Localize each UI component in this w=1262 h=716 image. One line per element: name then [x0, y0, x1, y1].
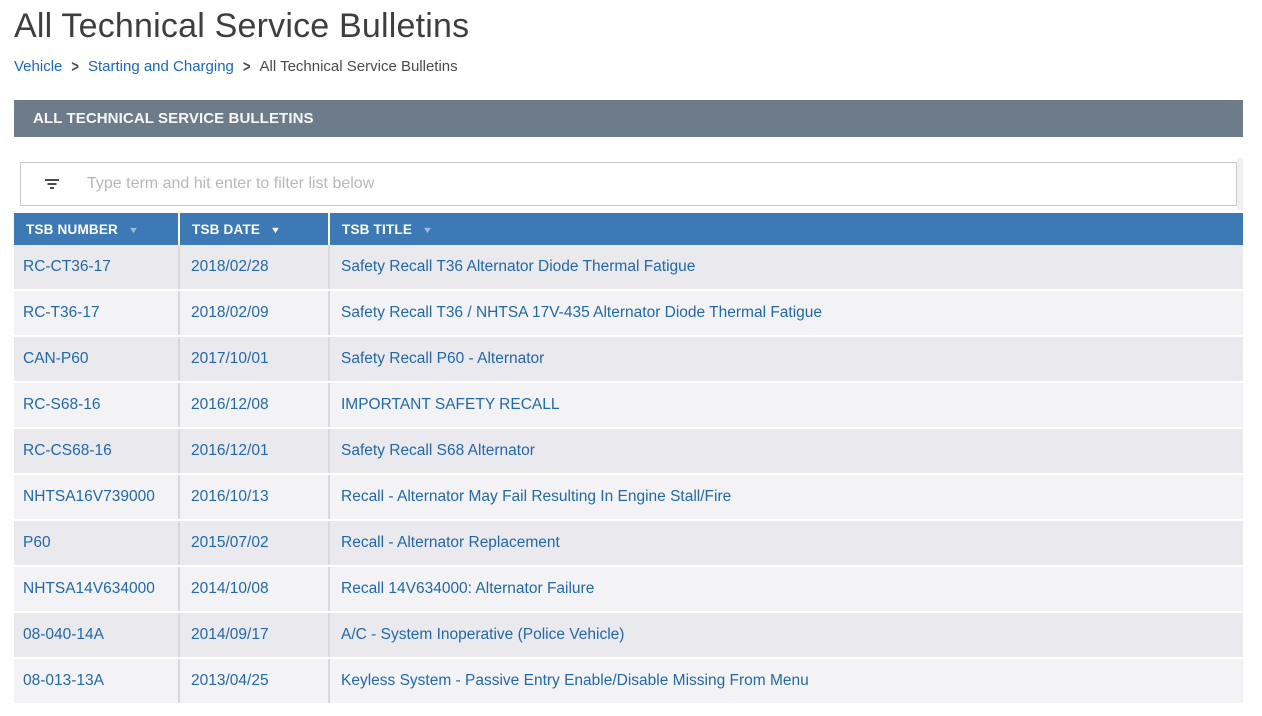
- column-label: TSB TITLE: [342, 221, 413, 237]
- filter-box: [20, 162, 1237, 206]
- tsb-title-link-cell: Safety Recall P60 - Alternator: [330, 337, 1243, 381]
- tsb-title-link[interactable]: Recall 14V634000: Alternator Failure: [341, 580, 595, 597]
- tsb-title-link[interactable]: Safety Recall T36 / NHTSA 17V-435 Altern…: [341, 304, 823, 321]
- chevron-right-icon: >: [242, 57, 251, 76]
- tsb-title-link[interactable]: Safety Recall T36 Alternator Diode Therm…: [341, 258, 696, 275]
- tsb-date: 2014/10/08: [191, 580, 269, 597]
- tsb-number-link[interactable]: CAN-P60: [23, 350, 89, 367]
- tsb-date-cell: 2014/09/17: [180, 613, 330, 657]
- table-row[interactable]: CAN-P60 2017/10/01 Safety Recall P60 - Alt…: [14, 337, 1243, 383]
- tsb-title-link-cell: Recall - Alternator May Fail Resulting I…: [330, 475, 1243, 519]
- tsb-title-link-cell: Safety Recall T36 Alternator Diode Therm…: [330, 245, 1243, 289]
- chevron-right-icon: >: [71, 57, 79, 76]
- tsb-number-link-cell: 08-040-14A: [14, 613, 180, 657]
- tsb-number-link[interactable]: NHTSA16V739000: [23, 488, 155, 505]
- tsb-title-link-cell: Keyless System - Passive Entry Enable/Di…: [330, 659, 1243, 703]
- sort-caret-icon: ▼: [127, 225, 140, 235]
- tsb-number-link-cell: NHTSA16V739000: [14, 475, 180, 519]
- tsb-number-link-cell: RC-S68-16: [14, 383, 180, 427]
- table-row[interactable]: NHTSA16V739000 2016/10/13 Recall - Alterna…: [14, 475, 1243, 521]
- breadcrumb-link-starting-and-charging[interactable]: Starting and Charging: [87, 58, 234, 75]
- tsb-date-cell: 2013/04/25: [180, 659, 330, 703]
- tsb-number-link-cell: RC-CS68-16: [14, 429, 180, 473]
- column-header-tsb-number[interactable]: TSB NUMBER ▼: [14, 213, 180, 245]
- tsb-date-cell: 2014/10/08: [180, 567, 330, 611]
- section-header-title: ALL TECHNICAL SERVICE BULLETINS: [33, 110, 314, 127]
- tsb-title-link-cell: A/C - System Inoperative (Police Vehicle…: [330, 613, 1243, 657]
- page-content: All Technical Service Bulletins Vehicle …: [14, 0, 1243, 705]
- tsb-number-link-cell: RC-T36-17: [14, 291, 180, 335]
- table-row[interactable]: P60 2015/07/02 Recall - Alternator Replace…: [14, 521, 1243, 567]
- sort-caret-icon: ▼: [421, 225, 434, 235]
- tsb-date-cell: 2016/10/13: [180, 475, 330, 519]
- breadcrumb-current: All Technical Service Bulletins: [259, 58, 458, 75]
- table-row[interactable]: NHTSA14V634000 2014/10/08 Recall 14V634000…: [14, 567, 1243, 613]
- breadcrumb: Vehicle > Starting and Charging > All Te…: [14, 57, 1243, 76]
- sort-caret-icon: ▼: [269, 225, 282, 235]
- tsb-date: 2018/02/28: [191, 258, 269, 275]
- tsb-date: 2017/10/01: [191, 350, 269, 367]
- tsb-date: 2018/02/09: [191, 304, 269, 321]
- breadcrumb-link-vehicle[interactable]: Vehicle: [14, 58, 63, 75]
- tsb-number-link[interactable]: 08-013-13A: [23, 672, 105, 689]
- table-row[interactable]: RC-CT36-17 2018/02/28 Safety Recall T36 Al…: [14, 245, 1243, 291]
- tsb-date: 2013/04/25: [191, 672, 269, 689]
- tsb-title-link[interactable]: Recall - Alternator Replacement: [341, 534, 560, 551]
- tsb-date: 2016/12/01: [191, 442, 269, 459]
- tsb-date-cell: 2018/02/09: [180, 291, 330, 335]
- tsb-number-link[interactable]: RC-CS68-16: [23, 442, 112, 459]
- column-header-tsb-title[interactable]: TSB TITLE ▼: [330, 213, 1243, 245]
- tsb-number-link-cell: P60: [14, 521, 180, 565]
- tsb-date: 2015/07/02: [191, 534, 269, 551]
- tsb-title-link-cell: Safety Recall S68 Alternator: [330, 429, 1243, 473]
- table-row[interactable]: RC-S68-16 2016/12/08 IMPORTANT SAFETY RECA…: [14, 383, 1243, 429]
- tsb-number-link[interactable]: NHTSA14V634000: [23, 580, 155, 597]
- filter-input[interactable]: [87, 175, 1236, 193]
- tsb-title-link[interactable]: IMPORTANT SAFETY RECALL: [341, 396, 560, 413]
- tsb-title-link[interactable]: Safety Recall P60 - Alternator: [341, 350, 545, 367]
- filter-list-icon: [43, 175, 61, 193]
- tsb-number-link-cell: 08-013-13A: [14, 659, 180, 703]
- tsb-title-link-cell: Safety Recall T36 / NHTSA 17V-435 Altern…: [330, 291, 1243, 335]
- table-header-row: TSB NUMBER ▼ TSB DATE ▼ TSB TITLE ▼: [14, 213, 1243, 245]
- column-header-tsb-date[interactable]: TSB DATE ▼: [180, 213, 330, 245]
- filter-row: [14, 158, 1243, 210]
- table-body: RC-CT36-17 2018/02/28 Safety Recall T36 Al…: [14, 245, 1243, 705]
- tsb-number-link[interactable]: P60: [23, 534, 51, 551]
- column-label: TSB NUMBER: [26, 221, 118, 237]
- column-label: TSB DATE: [192, 221, 261, 237]
- tsb-table: TSB NUMBER ▼ TSB DATE ▼ TSB TITLE ▼ RC-C…: [14, 213, 1243, 705]
- tsb-date: 2016/10/13: [191, 488, 269, 505]
- tsb-date-cell: 2018/02/28: [180, 245, 330, 289]
- tsb-number-link[interactable]: 08-040-14A: [23, 626, 105, 643]
- table-row[interactable]: 08-040-14A 2014/09/17 A/C - System Inopera…: [14, 613, 1243, 659]
- scrollbar-gutter: [1237, 158, 1243, 210]
- tsb-number-link-cell: RC-CT36-17: [14, 245, 180, 289]
- tsb-title-link[interactable]: A/C - System Inoperative (Police Vehicle…: [341, 626, 625, 643]
- tsb-number-link-cell: NHTSA14V634000: [14, 567, 180, 611]
- table-row[interactable]: RC-CS68-16 2016/12/01 Safety Recall S68 Al…: [14, 429, 1243, 475]
- section-header-bar: ALL TECHNICAL SERVICE BULLETINS: [14, 100, 1243, 137]
- tsb-title-link-cell: IMPORTANT SAFETY RECALL: [330, 383, 1243, 427]
- tsb-date-cell: 2015/07/02: [180, 521, 330, 565]
- tsb-title-link[interactable]: Safety Recall S68 Alternator: [341, 442, 535, 459]
- tsb-date-cell: 2017/10/01: [180, 337, 330, 381]
- page-title: All Technical Service Bulletins: [14, 7, 470, 45]
- tsb-number-link[interactable]: RC-CT36-17: [23, 258, 111, 275]
- tsb-title-link-cell: Recall - Alternator Replacement: [330, 521, 1243, 565]
- tsb-number-link[interactable]: RC-T36-17: [23, 304, 100, 321]
- tsb-number-link-cell: CAN-P60: [14, 337, 180, 381]
- tsb-date-cell: 2016/12/08: [180, 383, 330, 427]
- tsb-title-link[interactable]: Recall - Alternator May Fail Resulting I…: [341, 488, 732, 505]
- tsb-title-link[interactable]: Keyless System - Passive Entry Enable/Di…: [341, 672, 809, 689]
- tsb-title-link-cell: Recall 14V634000: Alternator Failure: [330, 567, 1243, 611]
- tsb-number-link[interactable]: RC-S68-16: [23, 396, 101, 413]
- table-row[interactable]: RC-T36-17 2018/02/09 Safety Recall T36 / N…: [14, 291, 1243, 337]
- tsb-date: 2014/09/17: [191, 626, 269, 643]
- tsb-date-cell: 2016/12/01: [180, 429, 330, 473]
- table-row[interactable]: 08-013-13A 2013/04/25 Keyless System - Pas…: [14, 659, 1243, 705]
- tsb-date: 2016/12/08: [191, 396, 269, 413]
